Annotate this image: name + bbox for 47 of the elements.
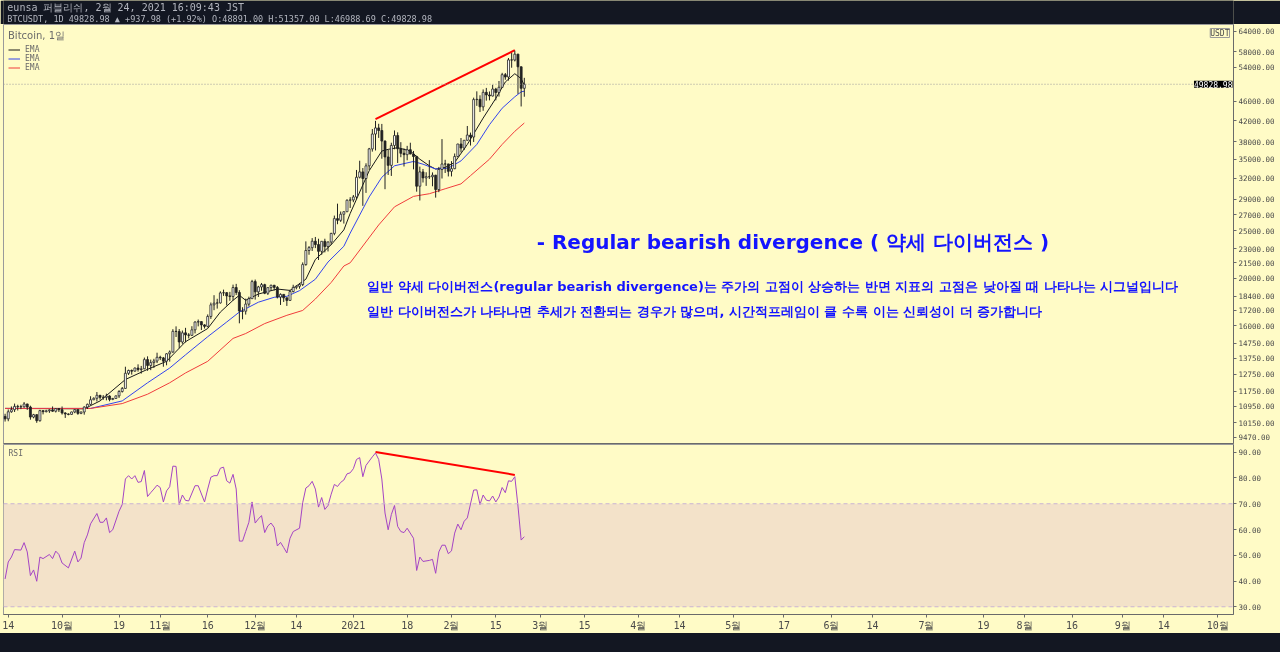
- chart-title: eunsa 퍼블리쉬, 2월 24, 2021 16:09:43 JST: [7, 1, 244, 13]
- x-tick-label: 4월: [630, 619, 647, 631]
- x-tick-label: 2월: [443, 619, 460, 631]
- x-tick-label: 15: [489, 619, 502, 631]
- x-tick-label: 14: [673, 619, 686, 631]
- x-tick-label: 19: [977, 619, 990, 631]
- x-tick-label: 8월: [1016, 619, 1033, 631]
- legend-label: EMA: [25, 45, 41, 54]
- x-tick-label: 10월: [1206, 619, 1229, 631]
- y-axis-title: USDT: [1210, 28, 1230, 38]
- candlestick: [427, 159, 431, 180]
- annotation: 일반 약세 다이버전스(regular bearish divergence)는 주가의 고점이 상승하는 반면 지표의 고점은 낮아질 때 나타나는 시그널입니다: [367, 278, 1179, 294]
- text: RSI: [8, 448, 24, 458]
- candlestick: [374, 120, 377, 151]
- x-tick-label: 7월: [918, 619, 935, 631]
- candlestick: [361, 167, 365, 207]
- annotation: - Regular bearish divergence ( 약세 다이버전스 ): [536, 230, 1050, 255]
- x-tick-label: 3월: [532, 619, 549, 631]
- candlestick: [3, 413, 7, 423]
- x-tick-label: 16: [1066, 619, 1079, 631]
- chart-subtitle: BTCUSDT, 1D 49828.98 ▲ +937.98 (+1.92%) O:48891.00 H:51357.00 L:46988.69 C:49828.98: [7, 13, 433, 24]
- candlestick: [317, 238, 320, 261]
- candlestick: [355, 169, 358, 200]
- ref-line-label: 49828.98: [1193, 80, 1233, 90]
- x-tick-label: 15: [578, 619, 591, 631]
- x-tick-label: 16: [201, 619, 214, 631]
- x-tick-label: 17: [777, 619, 790, 631]
- candlestick: [60, 405, 64, 416]
- x-tick-label: 14: [2, 619, 15, 631]
- x-tick-label: 9월: [1114, 619, 1131, 631]
- x-tick-label: 14: [866, 619, 879, 631]
- x-tick-label: 2021: [341, 619, 366, 631]
- x-tick-label: 18: [401, 619, 414, 631]
- x-tick-label: 5월: [725, 619, 742, 631]
- x-tick-label: 11월: [149, 619, 172, 631]
- x-tick-label: 14: [1157, 619, 1170, 631]
- candlestick: [124, 366, 127, 390]
- x-tick-label: 6월: [823, 619, 840, 631]
- x-tick-label: 12월: [244, 619, 267, 631]
- x-tick-label: 19: [113, 619, 126, 631]
- legend-label: EMA: [25, 54, 41, 63]
- candlestick: [478, 94, 482, 113]
- x-tick-label: 14: [290, 619, 303, 631]
- x-tick-label: 10월: [51, 619, 74, 631]
- legend-title: Bitcoin, 1일: [8, 29, 66, 43]
- annotation: 일반 다이버전스가 나타나면 추세가 전환되는 경우가 많으며, 시간적프레임이 클 수록 이는 신뢰성이 더 증가합니다: [367, 303, 1043, 319]
- legend-label: EMA: [25, 63, 41, 72]
